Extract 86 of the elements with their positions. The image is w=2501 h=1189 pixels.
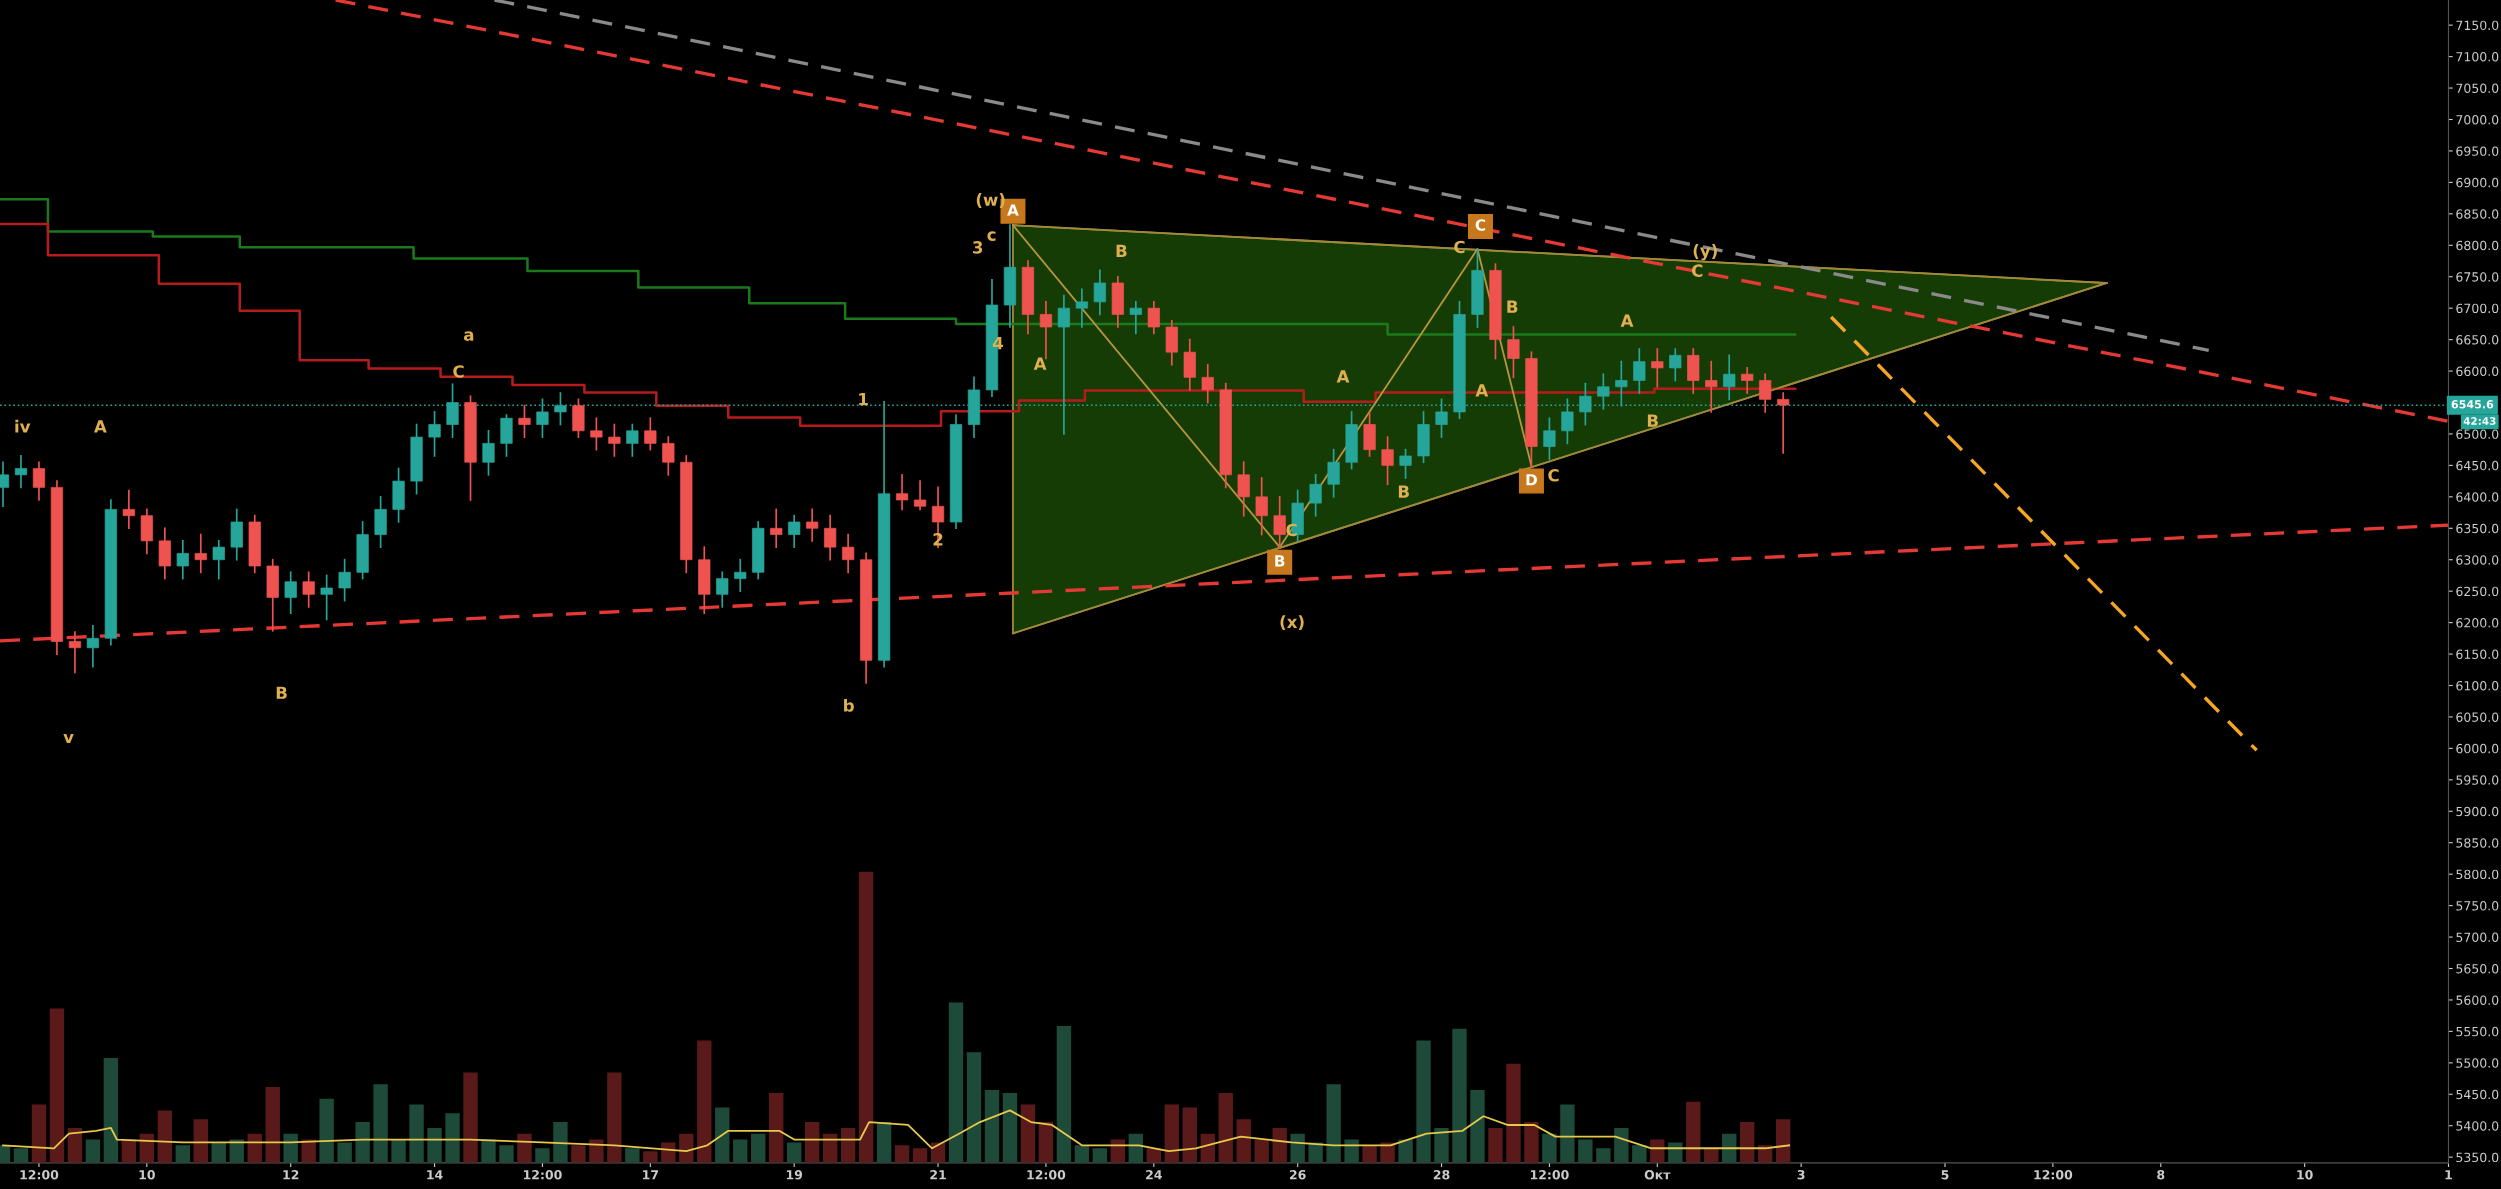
y-tick-label: 6350.0 (2456, 523, 2499, 534)
x-tick-label: 10 (139, 1170, 155, 1180)
annotation: A (1620, 314, 1634, 327)
series-label: A (1007, 204, 1019, 216)
y-tick-label: 6750.0 (2456, 272, 2499, 282)
annotation: c (987, 231, 996, 241)
x-tick-label: 12:00 (2034, 1170, 2073, 1180)
annotation: b (844, 698, 854, 712)
y-tick-label: 6000.0 (2456, 743, 2499, 754)
x-tick-label: 26 (1289, 1170, 1306, 1180)
x-tick-label: 21 (930, 1170, 946, 1180)
annotation: A (1336, 370, 1350, 383)
x-tick-label: 3 (1797, 1170, 1805, 1180)
y-tick-label: 6400.0 (2456, 492, 2499, 502)
x-tick-label: 12:00 (523, 1170, 562, 1180)
y-tick-label: 6800.0 (2456, 240, 2499, 251)
y-tick-label: 6250.0 (2456, 586, 2499, 597)
series-label: C (1475, 219, 1486, 231)
annotation: B (1116, 244, 1127, 257)
annotation: B (1507, 300, 1518, 313)
text: 42:43 (2463, 417, 2496, 425)
y-tick-label: 6050.0 (2456, 712, 2499, 722)
x-tick-label: 28 (1433, 1170, 1450, 1180)
y-tick-label: 7150.0 (2456, 20, 2499, 31)
x-tick-label: 19 (786, 1170, 803, 1180)
y-tick-label: 6600.0 (2456, 366, 2499, 376)
y-tick-label: 6850.0 (2456, 209, 2499, 219)
x-tick-label: 24 (1146, 1170, 1162, 1180)
x-tick-label: Окт (1644, 1170, 1671, 1180)
y-tick-label: 6100.0 (2456, 680, 2499, 691)
annotation: C (453, 365, 464, 378)
y-tick-label: 6650.0 (2456, 335, 2499, 345)
x-tick-label: 14 (427, 1170, 443, 1180)
annotation: 4 (992, 337, 1004, 350)
y-tick-label: 5450.0 (2456, 1089, 2499, 1100)
y-tick-label: 5350.0 (2456, 1152, 2499, 1163)
y-tick-label: 6450.0 (2456, 460, 2499, 471)
y-tick-label: 6150.0 (2456, 649, 2499, 659)
annotation: B (276, 686, 287, 699)
x-tick-label: 12:00 (1530, 1170, 1569, 1180)
y-tick-label: 5500.0 (2456, 1058, 2499, 1068)
annotation: B (1647, 414, 1658, 427)
annotation: a (463, 331, 474, 341)
y-tick-label: 5650.0 (2456, 963, 2499, 974)
series-label: B (1275, 555, 1285, 567)
ref-line-label: 6545.6 (2451, 400, 2494, 409)
x-tick-label: 1 (2445, 1170, 2452, 1180)
y-tick-label: 5800.0 (2456, 869, 2499, 880)
series-label: D (1526, 474, 1537, 486)
x-tick-label: 17 (643, 1170, 659, 1180)
y-tick-label: 5600.0 (2456, 995, 2499, 1005)
y-tick-label: 7100.0 (2456, 52, 2499, 62)
y-tick-label: 6500.0 (2456, 429, 2499, 439)
annotation: iv (15, 419, 31, 433)
y-tick-label: 6200.0 (2456, 618, 2499, 628)
annotation: C (1692, 264, 1703, 277)
x-tick-label: 12:00 (20, 1170, 59, 1180)
y-tick-label: 6700.0 (2456, 303, 2499, 314)
annotation: C (1548, 468, 1559, 482)
y-tick-label: 5850.0 (2456, 838, 2499, 848)
y-tick-label: 5750.0 (2456, 901, 2499, 911)
annotation: C (1286, 523, 1297, 537)
y-tick-label: 5950.0 (2456, 775, 2499, 785)
y-tick-label: 6900.0 (2456, 177, 2499, 188)
y-tick-label: 5900.0 (2456, 806, 2499, 817)
annotation: B (1398, 485, 1409, 498)
y-tick-label: 7050.0 (2456, 83, 2499, 93)
annotation: (y) (1693, 244, 1717, 261)
x-tick-label: 5 (1941, 1170, 1949, 1180)
x-tick-label: 12 (283, 1170, 299, 1180)
y-tick-label: 5700.0 (2456, 932, 2499, 942)
x-tick-label: 8 (2157, 1170, 2165, 1180)
annotation: (w) (976, 193, 1005, 208)
annotation: A (1033, 357, 1047, 370)
annotation: v (63, 733, 74, 743)
annotation: A (94, 420, 107, 433)
x-tick-label: 12:00 (1027, 1170, 1066, 1180)
x-tick-label: 10 (2297, 1170, 2313, 1180)
y-tick-label: 5400.0 (2456, 1121, 2499, 1131)
annotation: (x) (1280, 615, 1304, 631)
y-tick-label: 6300.0 (2456, 555, 2499, 565)
y-tick-label: 6950.0 (2456, 146, 2499, 156)
y-tick-label: 7000.0 (2456, 114, 2499, 125)
annotation: 1 (859, 393, 868, 406)
annotation: 3 (972, 241, 983, 254)
y-tick-label: 5550.0 (2456, 1026, 2499, 1037)
